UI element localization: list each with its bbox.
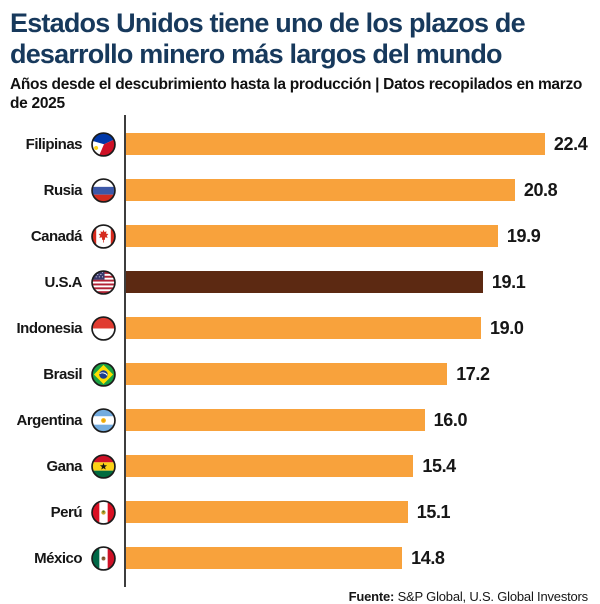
value-label: 19.9 <box>506 225 541 246</box>
peru-flag-icon <box>82 499 124 525</box>
bar <box>124 179 515 201</box>
bar-area: 15.4 <box>124 443 590 489</box>
page-title-line1: Estados Unidos tiene uno de los plazos d… <box>10 8 526 38</box>
chart-row: Filipinas 22.4 <box>10 121 590 167</box>
chart-row: México 14.8 <box>10 535 590 581</box>
chart-row: Rusia 20.8 <box>10 167 590 213</box>
canada-flag-icon <box>82 223 124 249</box>
chart-row: Brasil 17.2 <box>10 351 590 397</box>
value-label: 20.8 <box>523 179 558 200</box>
source-note: Fuente: S&P Global, U.S. Global Investor… <box>10 589 590 604</box>
country-label: Rusia <box>43 181 83 199</box>
value-label: 16.0 <box>433 409 468 430</box>
page-title: Estados Unidos tiene uno de los plazos d… <box>10 8 590 70</box>
bar <box>124 225 498 247</box>
bar-area: 22.4 <box>124 121 590 167</box>
source-text: S&P Global, U.S. Global Investors <box>394 589 589 604</box>
country-label: Perú <box>50 503 83 521</box>
bar <box>124 363 448 385</box>
chart-row: U.S.A 19.1 <box>10 259 590 305</box>
bar-chart: Filipinas 22.4 Rusia 20.8 Canadá 19.9 U.S.A 19.… <box>10 115 590 587</box>
bar-area: 20.8 <box>124 167 590 213</box>
y-axis-line <box>124 115 126 587</box>
bar-area: 19.9 <box>124 213 590 259</box>
bar <box>124 271 483 293</box>
bar-area: 19.0 <box>124 305 590 351</box>
source-label: Fuente: <box>348 589 395 604</box>
bar-area: 14.8 <box>124 535 590 581</box>
chart-rows: Filipinas 22.4 Rusia 20.8 Canadá 19.9 U.S.A 19.… <box>10 121 590 581</box>
bar <box>124 547 403 569</box>
ghana-flag-icon <box>82 453 124 479</box>
usa-flag-icon <box>82 269 124 295</box>
country-label: Filipinas <box>25 135 83 153</box>
bar-area: 16.0 <box>124 397 590 443</box>
bar <box>124 455 414 477</box>
argentina-flag-icon <box>82 407 124 433</box>
bar-area: 19.1 <box>124 259 590 305</box>
brazil-flag-icon <box>82 361 124 387</box>
value-label: 22.4 <box>553 133 588 154</box>
chart-row: Perú 15.1 <box>10 489 590 535</box>
chart-row: Gana 15.4 <box>10 443 590 489</box>
country-label: Argentina <box>16 411 82 429</box>
value-label: 19.0 <box>490 317 524 338</box>
value-label: 14.8 <box>411 547 445 568</box>
value-label: 15.1 <box>416 501 451 522</box>
value-label: 19.1 <box>491 271 526 292</box>
indonesia-flag-icon <box>82 315 124 341</box>
country-label: Indonesia <box>16 319 82 337</box>
page-title-line2: desarrollo minero más largos del mundo <box>10 39 503 69</box>
bar <box>124 317 482 339</box>
country-label: Brasil <box>43 365 82 383</box>
bar <box>124 409 425 431</box>
bar-area: 17.2 <box>124 351 590 397</box>
country-label: México <box>34 549 82 567</box>
bar <box>124 133 545 155</box>
bar <box>124 501 408 523</box>
philippines-flag-icon <box>82 131 124 157</box>
russia-flag-icon <box>82 177 124 203</box>
country-label: U.S.A <box>44 273 82 291</box>
value-label: 15.4 <box>422 455 456 476</box>
chart-row: Indonesia 19.0 <box>10 305 590 351</box>
value-label: 17.2 <box>456 363 490 384</box>
bar-area: 15.1 <box>124 489 590 535</box>
chart-subtitle: Años desde el descubrimiento hasta la pr… <box>10 76 583 112</box>
mexico-flag-icon <box>82 545 124 571</box>
chart-row: Canadá 19.9 <box>10 213 590 259</box>
country-label: Gana <box>46 457 82 475</box>
country-label: Canadá <box>30 227 83 245</box>
chart-row: Argentina 16.0 <box>10 397 590 443</box>
